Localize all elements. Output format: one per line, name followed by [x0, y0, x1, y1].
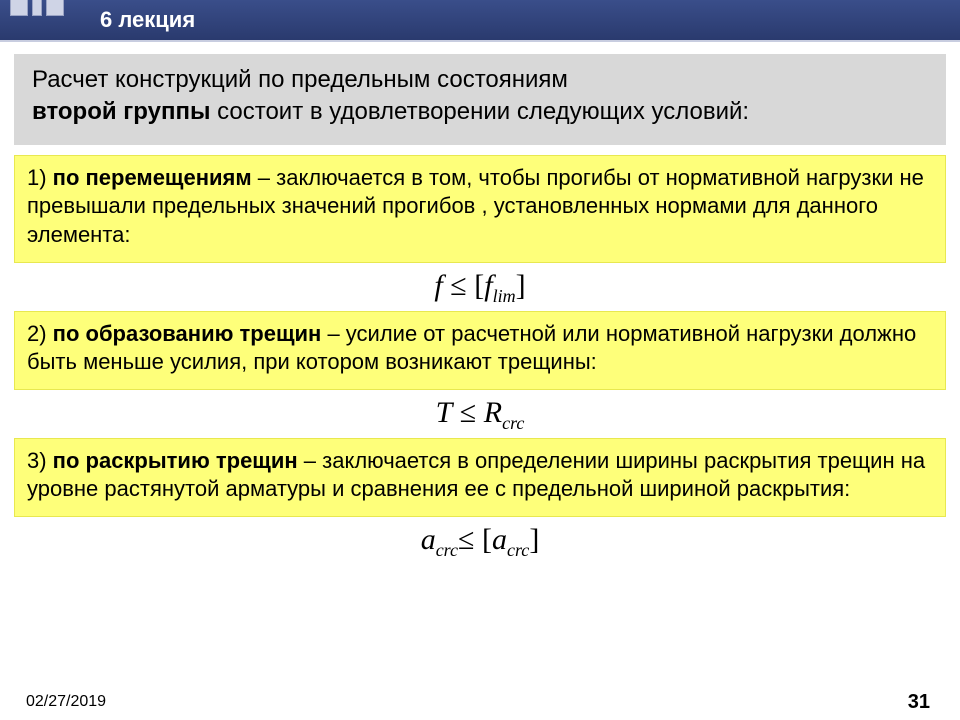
f-lhs: a	[421, 523, 436, 556]
formula-3: acrc≤ [acrc]	[0, 525, 960, 559]
item-number: 1)	[27, 165, 47, 190]
item-number: 2)	[27, 321, 47, 346]
f-lbracket: [	[474, 269, 484, 302]
decor-square	[10, 0, 28, 16]
decor-square	[32, 0, 42, 16]
f-rbracket: ]	[516, 269, 526, 302]
condition-box-3: 3) по раскрытию трещин – заключается в о…	[14, 438, 946, 517]
condition-box-1: 1) по перемещениям – заключается в том, …	[14, 155, 946, 263]
slide: Строительные конструкции - 1 6 лекция Ра…	[0, 0, 960, 720]
footer-date: 02/27/2019	[26, 693, 106, 711]
f-lsub: crc	[436, 540, 458, 560]
f-sub: lim	[493, 286, 516, 306]
f-rhs: f	[484, 269, 492, 302]
condition-box-2: 2) по образованию трещин – усилие от рас…	[14, 311, 946, 390]
f-rhs: R	[484, 396, 502, 429]
header-decor	[10, 0, 64, 16]
intro-rest: состоит в удовлетворении следующих услов…	[210, 98, 749, 125]
header-band: 6 лекция	[0, 0, 960, 40]
formula-2: T ≤ Rcrc	[0, 398, 960, 432]
f-rel: ≤	[458, 523, 482, 556]
f-rel: ≤	[443, 269, 474, 302]
item-lead: по перемещениям	[47, 165, 252, 190]
intro-bold: второй группы	[32, 98, 210, 125]
f-lhs: T	[436, 396, 453, 429]
f-sub: crc	[507, 540, 529, 560]
intro-text: Расчет конструкций по предельным состоян…	[14, 54, 946, 145]
item-number: 3)	[27, 448, 47, 473]
formula-1: f ≤ [flim]	[0, 271, 960, 305]
footer: 02/27/2019 31	[0, 690, 960, 714]
lecture-title: 6 лекция	[100, 7, 195, 33]
f-lbracket: [	[482, 523, 492, 556]
f-rel: ≤	[452, 396, 483, 429]
item-lead: по раскрытию трещин	[47, 448, 298, 473]
f-rbracket: ]	[529, 523, 539, 556]
f-rhs: a	[492, 523, 507, 556]
intro-line1: Расчет конструкций по предельным состоян…	[32, 66, 568, 93]
item-lead: по образованию трещин	[47, 321, 322, 346]
page-number: 31	[908, 691, 930, 714]
f-lhs: f	[434, 269, 442, 302]
header-underline	[0, 40, 960, 42]
f-sub: crc	[502, 413, 524, 433]
decor-square	[46, 0, 64, 16]
